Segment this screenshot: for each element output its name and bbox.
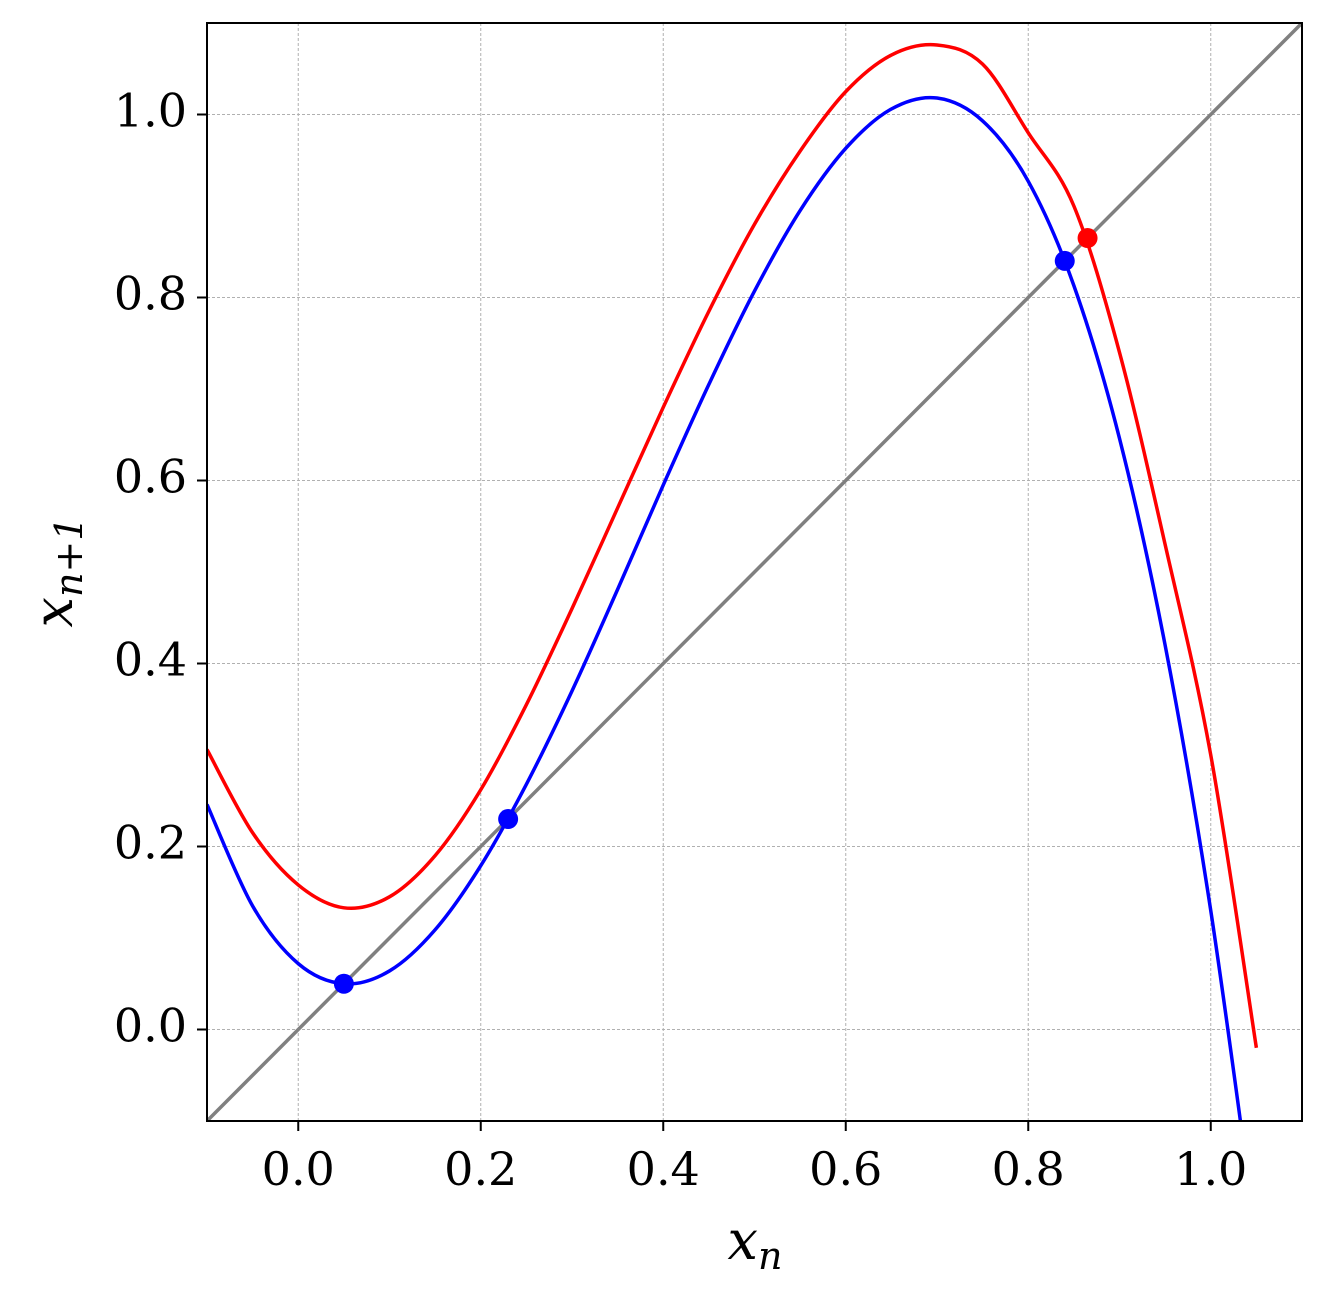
x-axis-label-subscript: n <box>758 1234 782 1278</box>
grid <box>207 23 1302 1121</box>
y-tick-label: 0.6 <box>114 450 187 504</box>
plot-area <box>207 23 1302 1121</box>
x-axis-label: xn <box>728 1209 783 1278</box>
y-tick-label: 1.0 <box>114 84 187 138</box>
x-tick-label: 0.6 <box>809 1142 882 1196</box>
x-tick-label: 0.0 <box>262 1142 335 1196</box>
fixed-point <box>333 973 354 994</box>
series-line <box>207 42 1259 1049</box>
x-tick-label: 1.0 <box>1174 1142 1247 1196</box>
x-tick-label: 0.8 <box>992 1142 1065 1196</box>
axes-frame <box>206 22 1303 1122</box>
x-tick-label: 0.2 <box>444 1142 517 1196</box>
fixed-point <box>1077 228 1098 249</box>
y-axis-label-base: x <box>22 597 85 627</box>
y-tick-label: 0.2 <box>114 816 187 870</box>
fixed-point <box>498 809 519 830</box>
ticks: 0.0 0.2 0.4 0.6 0.8 1.0 0.0 0.2 0.4 0.6 0.8 1.0 <box>114 84 1247 1197</box>
y-axis-label-subscript: n+1 <box>47 517 91 598</box>
x-tick-label: 0.4 <box>627 1142 700 1196</box>
y-tick-label: 0.4 <box>114 633 187 687</box>
y-tick-label: 0.8 <box>114 267 187 321</box>
x-axis-label-base: x <box>728 1209 758 1272</box>
y-tick-label: 0.0 <box>114 999 187 1053</box>
fixed-point <box>1054 250 1075 271</box>
series-line <box>207 95 1243 1121</box>
reference-line <box>207 23 1302 1121</box>
y-axis-label: xn+1 <box>22 517 91 628</box>
